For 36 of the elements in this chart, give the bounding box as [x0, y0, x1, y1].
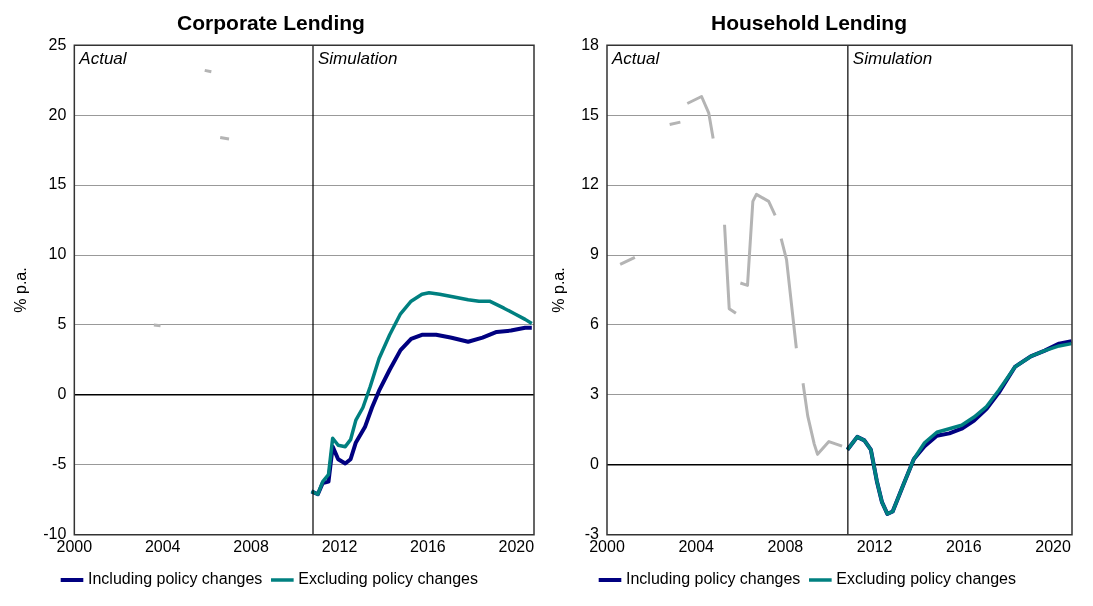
x-tick-label: 2004	[144, 537, 181, 555]
y-tick-label: 3	[590, 385, 600, 403]
y-tick-label: 15	[581, 105, 600, 123]
x-tick-label: 2008	[767, 537, 804, 555]
y-axis-title: % p.a.	[12, 267, 30, 313]
x-tick-label: 2020	[1035, 537, 1071, 555]
y-tick-label: 20	[48, 105, 67, 123]
x-tick-label: 2012	[321, 537, 358, 555]
x-tick-label: 2012	[856, 537, 893, 555]
annotation: Actual	[78, 49, 128, 69]
y-tick-label: 5	[57, 315, 67, 333]
legend-label: Excluding policy changes	[298, 570, 479, 588]
x-tick-label: 2008	[233, 537, 270, 555]
y-tick-label: -5	[52, 455, 67, 473]
chart-title: Household Lending	[711, 11, 907, 35]
x-tick-label: 2004	[678, 537, 715, 555]
y-tick-label: 6	[590, 315, 600, 333]
x-tick-label: 2016	[410, 537, 446, 555]
y-tick-label: 9	[590, 245, 600, 263]
y-tick-label: 0	[57, 385, 67, 403]
annotation: Simulation	[318, 49, 398, 69]
legend-label: Including policy changes	[88, 570, 263, 588]
y-tick-label: 10	[48, 245, 67, 263]
chart-title: Corporate Lending	[177, 11, 365, 35]
x-tick-label: 2016	[946, 537, 982, 555]
y-tick-label: 12	[581, 175, 600, 193]
legend-label: Excluding policy changes	[836, 570, 1017, 588]
x-tick-label: 2020	[498, 537, 535, 555]
annotation: Actual	[611, 49, 661, 69]
y-axis-title: % p.a.	[550, 267, 568, 313]
legend-label: Including policy changes	[626, 570, 801, 588]
y-tick-label: 0	[590, 455, 600, 473]
y-tick-label: 25	[48, 35, 67, 53]
y-tick-label: 15	[48, 175, 67, 193]
y-tick-label: 18	[581, 35, 600, 53]
annotation: Simulation	[852, 49, 933, 69]
